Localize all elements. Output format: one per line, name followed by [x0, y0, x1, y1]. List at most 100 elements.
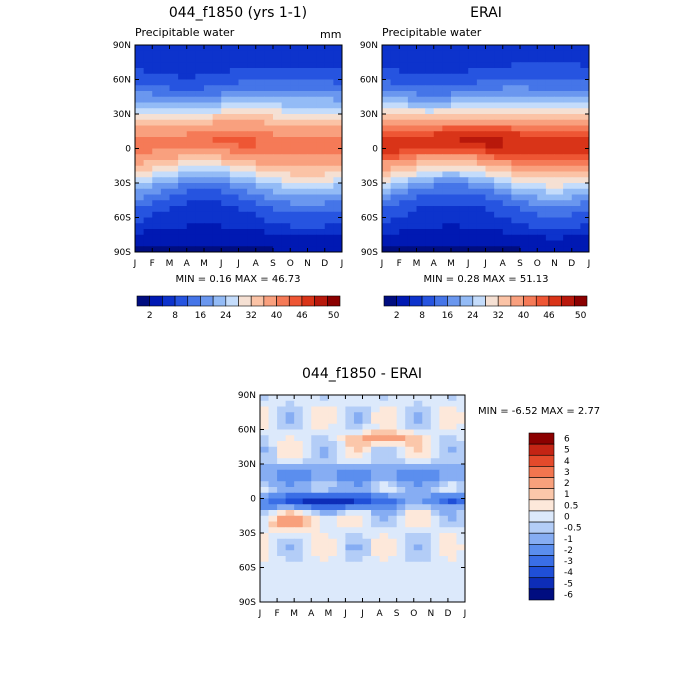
field-cell: [520, 217, 530, 224]
field-cell: [333, 148, 343, 155]
field-cell: [571, 68, 581, 75]
field-cell: [345, 481, 355, 488]
field-cell: [238, 45, 248, 52]
field-cell: [260, 458, 270, 465]
field-cell: [528, 206, 538, 213]
field-cell: [285, 556, 295, 563]
field-cell: [273, 45, 283, 52]
field-cell: [545, 96, 555, 103]
field-cell: [345, 475, 355, 482]
field-cell: [485, 246, 495, 253]
field-cell: [238, 246, 248, 253]
field-cell: [135, 217, 145, 224]
field-cell: [439, 423, 449, 430]
field-cell: [528, 137, 538, 144]
field-cell: [405, 538, 415, 545]
field-cell: [302, 504, 312, 511]
field-cell: [160, 68, 170, 75]
field-cell: [459, 56, 469, 63]
colorbar-swatch: [459, 295, 474, 307]
field-cell: [178, 131, 188, 138]
field-cell: [468, 142, 478, 149]
field-cell: [238, 160, 248, 167]
field-cell: [476, 142, 486, 149]
field-cell: [528, 79, 538, 86]
field-cell: [285, 400, 295, 407]
field-cell: [307, 50, 317, 57]
field-cell: [307, 188, 317, 195]
field-cell: [302, 527, 312, 534]
field-cell: [247, 73, 257, 80]
field-cell: [433, 85, 443, 92]
field-cell: [451, 206, 461, 213]
colorbar-label: 32: [492, 311, 503, 321]
field-cell: [382, 160, 392, 167]
field-cell: [169, 125, 179, 132]
field-cell: [571, 119, 581, 126]
field-cell: [451, 50, 461, 57]
field-cell: [456, 429, 466, 436]
colorbar-swatch: [528, 555, 555, 567]
field-cell: [379, 544, 389, 551]
field-cell: [433, 125, 443, 132]
field-cell: [169, 119, 179, 126]
field-cell: [388, 544, 398, 551]
field-cell: [268, 418, 278, 425]
field-cell: [316, 73, 326, 80]
field-cell: [554, 79, 564, 86]
field-cell: [494, 165, 504, 172]
field-cell: [563, 137, 573, 144]
field-cell: [333, 119, 343, 126]
field-cell: [425, 108, 435, 115]
field-cell: [362, 469, 372, 476]
field-cell: [537, 119, 547, 126]
field-cell: [324, 177, 334, 184]
field-cell: [494, 211, 504, 218]
field-cell: [311, 475, 321, 482]
field-cell: [345, 579, 355, 586]
field-cell: [160, 148, 170, 155]
field-cell: [416, 188, 426, 195]
field-cell: [268, 481, 278, 488]
field-cell: [430, 544, 440, 551]
field-cell: [290, 160, 300, 167]
field-cell: [379, 510, 389, 517]
field-cell: [371, 579, 381, 586]
field-cell: [545, 223, 555, 230]
field-cell: [580, 211, 590, 218]
field-cell: [396, 458, 406, 465]
field-cell: [388, 527, 398, 534]
field-cell: [459, 188, 469, 195]
field-cell: [316, 160, 326, 167]
field-cell: [554, 246, 564, 253]
field-cell: [195, 62, 205, 69]
field-cell: [169, 171, 179, 178]
field-cell: [502, 79, 512, 86]
x-tick-label: J: [258, 609, 262, 619]
field-cell: [152, 142, 162, 149]
field-cell: [456, 435, 466, 442]
field-cell: [345, 406, 355, 413]
field-cell: [451, 56, 461, 63]
field-cell: [494, 68, 504, 75]
field-cell: [571, 194, 581, 201]
field-cell: [580, 223, 590, 230]
field-cell: [545, 217, 555, 224]
field-cell: [345, 446, 355, 453]
field-cell: [407, 85, 417, 92]
field-cell: [476, 154, 486, 161]
field-cell: [152, 246, 162, 253]
field-cell: [238, 119, 248, 126]
field-cell: [416, 68, 426, 75]
field-cell: [311, 596, 321, 603]
field-cell: [204, 68, 214, 75]
field-cell: [221, 142, 231, 149]
field-cell: [511, 148, 521, 155]
field-cell: [520, 125, 530, 132]
field-cell: [396, 579, 406, 586]
field-cell: [379, 515, 389, 522]
field-cell: [268, 590, 278, 597]
field-cell: [382, 200, 392, 207]
field-cell: [169, 154, 179, 161]
field-cell: [396, 561, 406, 568]
